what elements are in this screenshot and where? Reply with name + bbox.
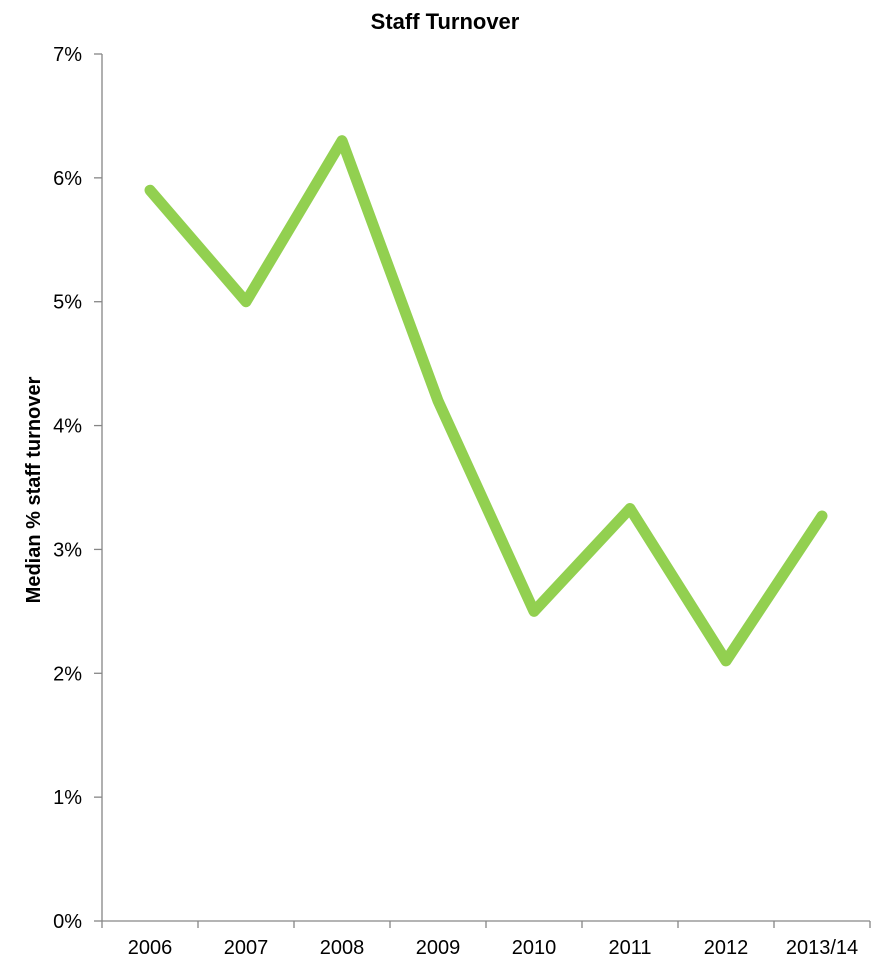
y-axis-label: Median % staff turnover	[23, 376, 45, 603]
chart-title: Staff Turnover	[371, 9, 520, 34]
y-ticks: 0% 1% 2% 3% 4% 5% 6% 7%	[53, 44, 102, 933]
x-tick-label: 2007	[224, 937, 269, 959]
x-tick-label: 2009	[416, 937, 461, 959]
y-tick-label: 3%	[53, 539, 82, 561]
y-tick-label: 1%	[53, 787, 82, 809]
x-tick-label: 2010	[512, 937, 557, 959]
y-tick-label: 5%	[53, 292, 82, 314]
x-tick-label: 2008	[320, 937, 365, 959]
y-tick-label: 2%	[53, 663, 82, 685]
x-tick-label: 2012	[704, 937, 749, 959]
series-layer	[144, 135, 828, 667]
y-tick-label: 6%	[53, 168, 82, 190]
x-tick-label: 2011	[608, 937, 651, 959]
y-tick-label: 7%	[53, 44, 82, 66]
x-ticks: 2006 2007 2008 2009 2010 2011 2012 2013/14	[101, 921, 871, 959]
series-line	[144, 135, 828, 667]
x-tick-label: 2013/14	[786, 937, 858, 959]
x-tick-label: 2006	[128, 937, 173, 959]
y-tick-label: 4%	[53, 416, 82, 438]
y-tick-label: 0%	[53, 911, 82, 933]
